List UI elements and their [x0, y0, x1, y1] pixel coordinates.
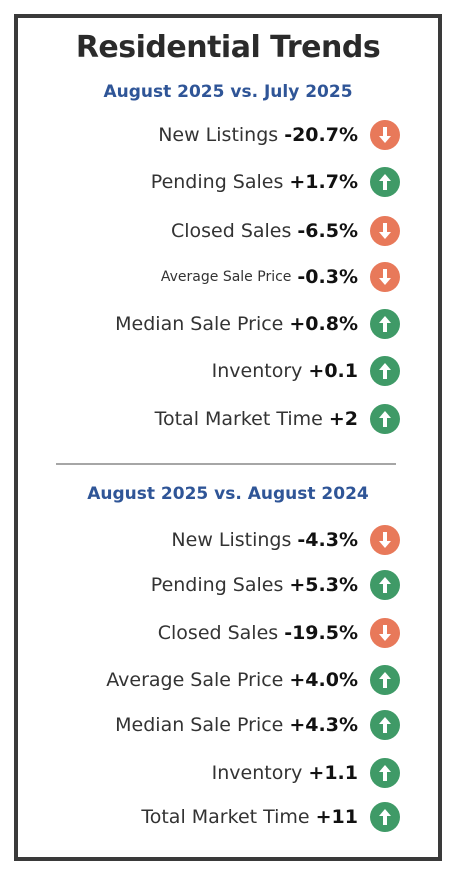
arrow-down-icon	[370, 120, 400, 150]
stat-value: +4.0%	[289, 669, 358, 691]
stat-label: Total Market Time	[154, 408, 323, 430]
section-divider	[56, 463, 396, 465]
arrow-up-icon	[370, 570, 400, 600]
stat-label: Average Sale Price	[106, 669, 284, 691]
stat-value: +0.8%	[289, 313, 358, 335]
stat-row-inventory: Inventory +1.1	[212, 756, 400, 790]
arrow-down-icon	[370, 262, 400, 292]
arrow-down-icon	[370, 618, 400, 648]
stat-value: +2	[328, 408, 358, 430]
arrow-up-icon	[370, 710, 400, 740]
stat-label: Total Market Time	[141, 806, 310, 828]
stat-label: Median Sale Price	[115, 714, 284, 736]
stat-row-new-listings: New Listings -20.7%	[158, 118, 400, 152]
stat-row-average-sale-price: Average Sale Price -0.3%	[161, 260, 400, 294]
arrow-down-icon	[370, 525, 400, 555]
stat-value: -19.5%	[284, 622, 358, 644]
arrow-up-icon	[370, 309, 400, 339]
arrow-up-icon	[370, 404, 400, 434]
stat-row-total-market-time: Total Market Time +11	[141, 800, 400, 834]
stat-row-total-market-time: Total Market Time +2	[155, 402, 400, 436]
stat-value: +5.3%	[289, 574, 358, 596]
stat-row-average-sale-price: Average Sale Price +4.0%	[106, 663, 400, 697]
stat-row-new-listings: New Listings -4.3%	[171, 523, 400, 557]
stat-label: Inventory	[211, 762, 303, 784]
stat-value: -0.3%	[297, 266, 358, 288]
stat-value: -6.5%	[297, 220, 358, 242]
stat-value: +0.1	[308, 360, 358, 382]
stat-label: Closed Sales	[157, 622, 279, 644]
arrow-up-icon	[370, 356, 400, 386]
stat-label: Inventory	[211, 360, 303, 382]
stat-value: -20.7%	[284, 124, 358, 146]
stat-row-closed-sales: Closed Sales -6.5%	[171, 214, 400, 248]
stat-value: +11	[315, 806, 358, 828]
section-heading-month-over-month: August 2025 vs. July 2025	[103, 82, 353, 102]
stat-row-closed-sales: Closed Sales -19.5%	[158, 616, 400, 650]
stat-value: +4.3%	[289, 714, 358, 736]
stat-value: +1.1	[308, 762, 358, 784]
stat-label: Pending Sales	[150, 574, 284, 596]
section-heading-year-over-year: August 2025 vs. August 2024	[87, 484, 369, 504]
stat-value: -4.3%	[297, 529, 358, 551]
stat-label: Median Sale Price	[115, 313, 284, 335]
residential-trends-card: Residential Trends August 2025 vs. July …	[14, 14, 442, 861]
arrow-up-icon	[370, 802, 400, 832]
arrow-up-icon	[370, 665, 400, 695]
stat-label: Closed Sales	[170, 220, 292, 242]
arrow-up-icon	[370, 167, 400, 197]
stat-label: New Listings	[171, 529, 292, 551]
stat-label: Pending Sales	[150, 171, 284, 193]
stat-row-median-sale-price: Median Sale Price +0.8%	[115, 307, 400, 341]
stat-label: New Listings	[158, 124, 279, 146]
stat-label: Average Sale Price	[160, 269, 292, 285]
stat-value: +1.7%	[289, 171, 358, 193]
stat-row-inventory: Inventory +0.1	[212, 354, 400, 388]
stat-row-median-sale-price: Median Sale Price +4.3%	[115, 708, 400, 742]
arrow-down-icon	[370, 216, 400, 246]
page-title: Residential Trends	[75, 30, 381, 65]
stat-row-pending-sales: Pending Sales +1.7%	[151, 165, 400, 199]
arrow-up-icon	[370, 758, 400, 788]
stat-row-pending-sales: Pending Sales +5.3%	[151, 568, 400, 602]
